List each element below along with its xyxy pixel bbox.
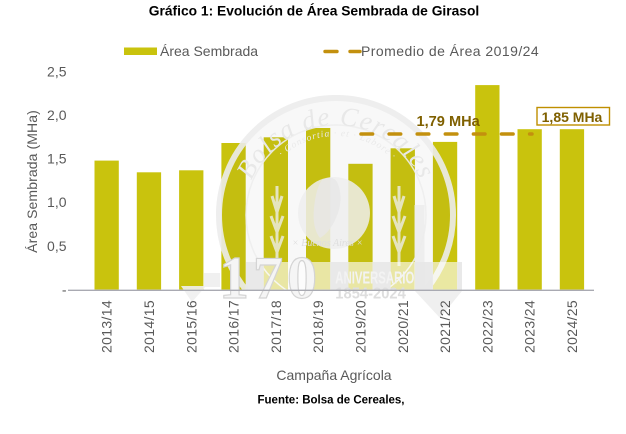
svg-text:2019/20: 2019/20 <box>353 300 369 353</box>
svg-text:Promedio de Área 2019/24: Promedio de Área 2019/24 <box>361 43 539 59</box>
svg-text:2016/17: 2016/17 <box>226 300 242 353</box>
svg-text:2022/23: 2022/23 <box>479 300 495 353</box>
svg-text:2015/16: 2015/16 <box>183 300 199 353</box>
svg-text:2,5: 2,5 <box>47 63 67 79</box>
svg-text:Área Sembrada: Área Sembrada <box>160 43 258 59</box>
svg-text:2,0: 2,0 <box>47 107 67 123</box>
svg-text:2018/19: 2018/19 <box>310 300 326 353</box>
svg-text:170: 170 <box>219 245 321 311</box>
svg-text:2023/24: 2023/24 <box>522 300 538 353</box>
svg-text:2024/25: 2024/25 <box>564 300 580 353</box>
svg-text:0,5: 0,5 <box>47 238 67 254</box>
svg-text:2014/15: 2014/15 <box>141 300 157 353</box>
svg-text:1,0: 1,0 <box>47 194 67 210</box>
svg-text:-: - <box>62 281 67 297</box>
svg-text:2020/21: 2020/21 <box>395 300 411 353</box>
svg-text:ANIVERSARIO: ANIVERSARIO <box>335 268 414 288</box>
svg-text:Gráfico 1: Evolución de Área S: Gráfico 1: Evolución de Área Sembrada de… <box>149 3 479 19</box>
svg-text:Fuente: Bolsa de Cereales,: Fuente: Bolsa de Cereales, <box>258 395 405 407</box>
svg-text:× Buenos Aires ×: × Buenos Aires × <box>292 238 363 249</box>
svg-text:2017/18: 2017/18 <box>268 300 284 353</box>
svg-text:2013/14: 2013/14 <box>99 300 115 353</box>
svg-text:2021/22: 2021/22 <box>437 300 453 353</box>
svg-text:Área Sembrada (MHa): Área Sembrada (MHa) <box>24 110 40 253</box>
svg-text:1,79 MHa: 1,79 MHa <box>417 114 481 130</box>
svg-text:1,5: 1,5 <box>47 151 67 167</box>
svg-text:1854-2024: 1854-2024 <box>335 285 406 302</box>
svg-text:1,85 MHa: 1,85 MHa <box>542 109 603 125</box>
svg-text:Campaña Agrícola: Campaña Agrícola <box>276 367 391 383</box>
